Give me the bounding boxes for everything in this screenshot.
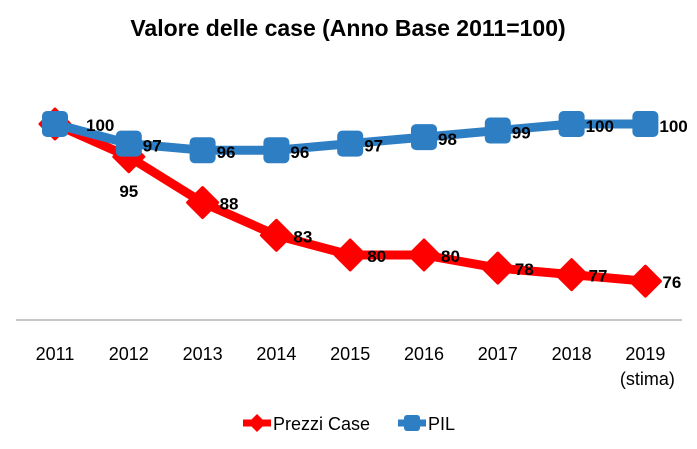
data-point (484, 117, 511, 144)
data-point (263, 137, 290, 164)
data-label: 96 (217, 143, 236, 162)
x-axis-ticks: 2011 2012 2013 2014 2015 2016 2017 2018 2019 (sti… (36, 344, 675, 389)
series-layer (38, 107, 662, 298)
data-label: 95 (119, 182, 138, 201)
data-labels: 95 88 83 80 80 78 77 76 100 97 96 96 97 98 99 100 100 (86, 116, 688, 292)
data-label: 99 (512, 124, 531, 143)
x-tick-label: 2018 (552, 344, 592, 364)
data-point (337, 130, 364, 157)
data-point (42, 111, 68, 137)
data-label: 80 (367, 247, 386, 266)
legend-label: PIL (428, 414, 455, 434)
data-label: 96 (290, 143, 309, 162)
data-label: 97 (364, 137, 383, 156)
data-label: 78 (515, 260, 534, 279)
data-point (115, 130, 142, 157)
legend-label: Prezzi Case (273, 414, 370, 434)
data-point (411, 124, 437, 151)
data-label: 80 (441, 247, 460, 266)
data-label: 98 (438, 130, 457, 149)
x-tick-label: 2016 (404, 344, 444, 364)
x-tick-label: 2013 (183, 344, 223, 364)
data-label: 83 (293, 227, 312, 246)
data-point (628, 264, 662, 298)
data-label: 76 (662, 273, 681, 292)
data-point (558, 111, 585, 137)
data-point (186, 186, 220, 220)
data-point (189, 137, 216, 164)
chart-title: Valore delle case (Anno Base 2011=100) (130, 15, 565, 41)
x-tick-label: 2019 (625, 344, 665, 364)
data-point (333, 238, 367, 272)
legend-item-prezzi-case: Prezzi Case (243, 414, 370, 434)
data-point (632, 111, 659, 137)
data-label: 97 (143, 137, 162, 156)
x-tick-sublabel: (stima) (620, 369, 675, 389)
series-pil (42, 111, 659, 164)
data-label: 88 (220, 195, 239, 214)
legend: Prezzi Case PIL (243, 414, 455, 434)
data-point (259, 218, 293, 252)
legend-item-pil: PIL (398, 414, 455, 434)
square-marker-icon (404, 415, 420, 431)
x-tick-label: 2011 (36, 344, 75, 364)
data-point (481, 251, 515, 285)
data-label: 100 (86, 116, 114, 135)
x-tick-label: 2012 (109, 344, 149, 364)
x-tick-label: 2014 (256, 344, 296, 364)
data-point (555, 258, 589, 292)
data-label: 100 (659, 117, 687, 136)
x-tick-label: 2017 (478, 344, 518, 364)
data-point (407, 238, 441, 272)
x-tick-label: 2015 (330, 344, 370, 364)
data-label: 100 (586, 117, 614, 136)
diamond-marker-icon (248, 414, 266, 432)
data-label: 77 (589, 267, 608, 286)
